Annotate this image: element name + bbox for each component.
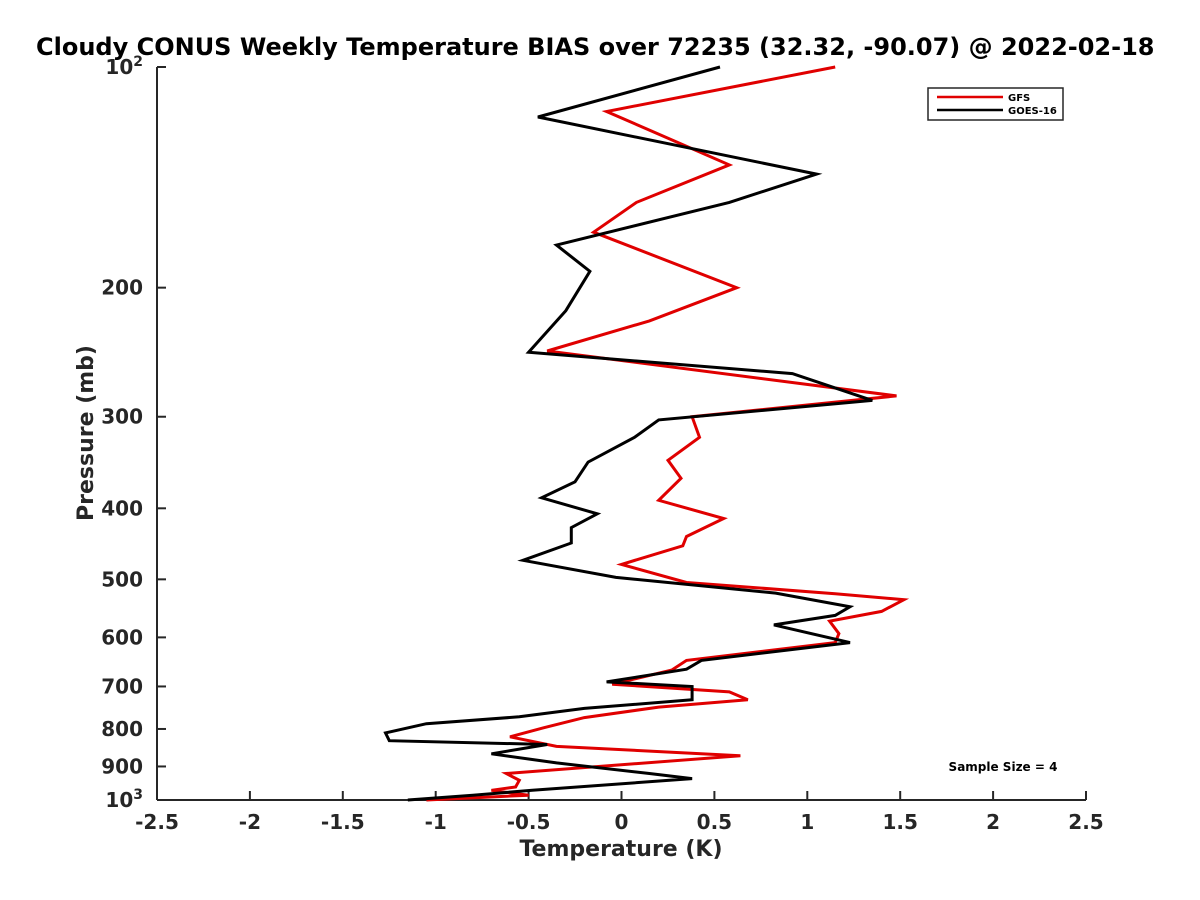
y-tick-label: 600 [101, 625, 143, 649]
sample-size-annotation: Sample Size = 4 [949, 760, 1058, 774]
x-tick-label: 0 [615, 810, 629, 834]
chart-title: Cloudy CONUS Weekly Temperature BIAS ove… [36, 33, 1154, 61]
legend-label-gfs: GFS [1008, 93, 1030, 104]
series-line-gfs [426, 65, 910, 802]
legend-label-goes16: GOES-16 [1008, 106, 1057, 117]
x-tick-label: -0.5 [507, 810, 551, 834]
legend: GFS GOES-16 [927, 87, 1064, 121]
y-tick-label: 500 [101, 567, 143, 591]
x-tick-label: 0.5 [697, 810, 732, 834]
x-ticks: -2.5 -2 -1.5 -1 -0.5 0 0.5 1 1.5 2 2.5 [135, 791, 1104, 834]
y-ticks: 102 200 300 400 500 600 700 800 900 103 [101, 54, 166, 812]
x-tick-label: 1 [800, 810, 814, 834]
y-tick-label: 700 [101, 674, 143, 698]
x-tick-label: -2 [239, 810, 261, 834]
x-tick-label: -1 [425, 810, 447, 834]
x-tick-label: 2.5 [1068, 810, 1103, 834]
y-tick-label: 800 [101, 717, 143, 741]
y-tick-label: 900 [101, 754, 143, 778]
series-line-goes-16 [383, 65, 873, 802]
series-layer [383, 65, 910, 802]
y-tick-label: 200 [101, 276, 143, 300]
y-tick-label: 400 [101, 496, 143, 520]
y-tick-label: 103 [105, 787, 143, 812]
y-tick-label: 300 [101, 405, 143, 429]
legend-box [927, 87, 1064, 121]
x-tick-label: 1.5 [882, 810, 917, 834]
y-axis-title: Pressure (mb) [74, 345, 99, 521]
y-tick-label: 102 [105, 54, 143, 79]
x-tick-label: -2.5 [135, 810, 179, 834]
x-axis-title: Temperature (K) [519, 837, 722, 862]
x-tick-label: -1.5 [321, 810, 365, 834]
x-tick-label: 2 [986, 810, 1000, 834]
